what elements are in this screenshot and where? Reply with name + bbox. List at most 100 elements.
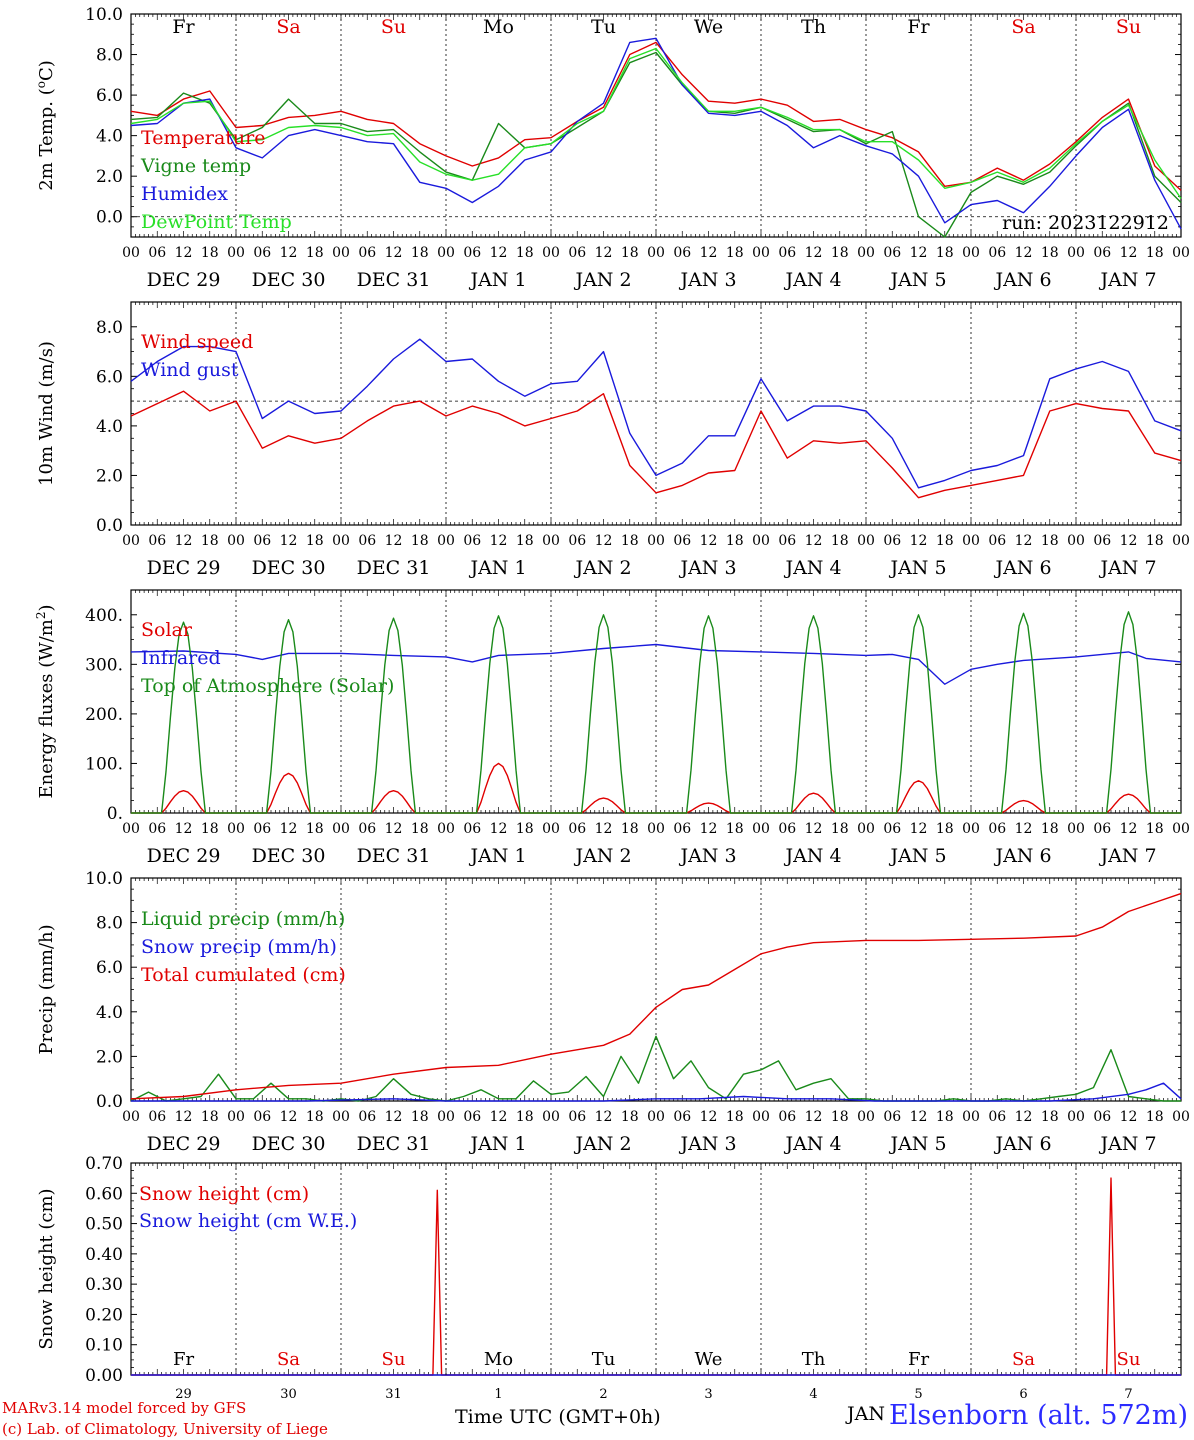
hour-tick-label: 00 — [542, 245, 560, 261]
hour-tick-label: 00 — [1067, 1109, 1085, 1125]
hour-tick-label: 18 — [621, 245, 639, 261]
hour-tick-label: 12 — [595, 1109, 613, 1125]
day-name-label: We — [695, 1349, 723, 1370]
hour-tick-label: 12 — [1120, 533, 1138, 549]
date-label: JAN 4 — [783, 845, 841, 867]
hour-tick-label: 06 — [883, 533, 901, 549]
date-label: JAN 3 — [678, 845, 736, 867]
y-tick-label: 300. — [85, 655, 123, 675]
date-label: JAN 2 — [573, 1133, 631, 1155]
hour-tick-label: 12 — [175, 821, 193, 837]
hour-tick-label: 18 — [411, 1109, 429, 1125]
label-end: ) — [36, 604, 57, 611]
y-tick-label: 0.30 — [85, 1275, 123, 1295]
legend-entry: Humidex — [141, 183, 228, 205]
date-label: DEC 31 — [357, 269, 431, 291]
y-tick-label: 200. — [85, 705, 123, 725]
hour-tick-label: 12 — [280, 533, 298, 549]
panel-1: 0.0 2.0 4.0 6.0 8.0 10.0 2m Temp. (oC) Fr Sa Su Mo… — [34, 5, 1190, 291]
hour-tick-label: 12 — [490, 1109, 508, 1125]
day-name-label: Tu — [591, 16, 616, 38]
date-number-label: 5 — [914, 1387, 922, 1402]
y-tick-label: 4.0 — [96, 127, 123, 147]
hour-tick-label: 06 — [148, 1109, 166, 1125]
date-number-label: 6 — [1019, 1387, 1027, 1402]
date-label: DEC 30 — [252, 557, 326, 579]
day-name-label: Th — [801, 16, 826, 38]
hour-tick-label: 18 — [621, 533, 639, 549]
hour-tick-label: 12 — [910, 533, 928, 549]
series-line-infrared — [130, 643, 1182, 685]
y-tick-label: 0.50 — [85, 1215, 123, 1235]
hour-tick-label: 06 — [148, 533, 166, 549]
hour-tick-label: 06 — [988, 533, 1006, 549]
series-line-top-of-atmosphere-solar- — [131, 611, 1181, 814]
day-name-label: Sa — [1012, 1349, 1035, 1370]
hour-tick-label: 18 — [1041, 533, 1059, 549]
hour-tick-label: 00 — [857, 533, 875, 549]
y-tick-label: 0.40 — [85, 1245, 123, 1265]
hour-tick-label: 12 — [280, 821, 298, 837]
y-tick-label: 2.0 — [96, 167, 123, 187]
hour-tick-label: 12 — [595, 821, 613, 837]
hour-tick-label: 06 — [253, 821, 271, 837]
y-axis-label: Precip (mm/h) — [36, 924, 57, 1054]
hour-tick-label: 12 — [385, 1109, 403, 1125]
hour-tick-label: 18 — [306, 245, 324, 261]
y-axis-label: Snow height (cm) — [36, 1188, 57, 1349]
day-name-label: Mo — [483, 16, 514, 38]
panel-3: 0. 100. 200. 300. 400. Energy fluxes (W/m2) 00… — [34, 589, 1190, 867]
time-axis-label: Time UTC (GMT+0h) — [455, 1406, 661, 1428]
date-label: JAN 6 — [993, 557, 1051, 579]
day-name-label: Su — [1116, 16, 1141, 38]
day-name-label: Sa — [277, 1349, 300, 1370]
date-label: JAN 3 — [678, 557, 736, 579]
hour-tick-label: 18 — [306, 821, 324, 837]
hour-tick-label: 00 — [227, 533, 245, 549]
date-label: DEC 29 — [147, 557, 221, 579]
hour-tick-label: 06 — [1093, 821, 1111, 837]
hour-tick-label: 18 — [516, 533, 534, 549]
y-tick-label: 6.0 — [96, 367, 123, 387]
hour-tick-label: 18 — [1041, 245, 1059, 261]
hour-tick-label: 00 — [122, 1109, 140, 1125]
hour-tick-label: 18 — [1041, 1109, 1059, 1125]
date-number-label: 31 — [385, 1387, 402, 1402]
hour-tick-label: 00 — [542, 533, 560, 549]
hour-tick-label: 12 — [490, 821, 508, 837]
hour-tick-label: 12 — [1015, 821, 1033, 837]
date-label: JAN 5 — [888, 1133, 946, 1155]
date-label: JAN 1 — [468, 845, 526, 867]
hour-tick-label: 18 — [726, 245, 744, 261]
label-end: C) — [36, 60, 57, 81]
hour-tick-label: 12 — [1015, 245, 1033, 261]
hour-tick-label: 00 — [962, 245, 980, 261]
date-label: DEC 30 — [252, 845, 326, 867]
hour-tick-label: 18 — [306, 533, 324, 549]
hour-tick-label: 00 — [857, 245, 875, 261]
date-number-label: 4 — [809, 1387, 817, 1402]
y-tick-label: 6.0 — [96, 86, 123, 106]
y-tick-label: 2.0 — [96, 466, 123, 486]
date-label: JAN 3 — [678, 1133, 736, 1155]
hour-tick-label: 12 — [175, 533, 193, 549]
y-tick-label: 0.10 — [85, 1336, 123, 1356]
hour-tick-label: 18 — [411, 245, 429, 261]
y-tick-label: 0.70 — [85, 1154, 123, 1174]
hour-tick-label: 18 — [621, 821, 639, 837]
hour-tick-label: 06 — [1093, 1109, 1111, 1125]
hour-tick-label: 06 — [463, 1109, 481, 1125]
y-tick-label: 0.00 — [85, 1366, 123, 1386]
hour-tick-label: 18 — [726, 821, 744, 837]
y-tick-label: 4.0 — [96, 1003, 123, 1023]
hour-tick-label: 06 — [883, 821, 901, 837]
hour-tick-label: 00 — [227, 821, 245, 837]
day-name-label: Fr — [172, 16, 195, 38]
hour-tick-label: 12 — [805, 821, 823, 837]
hour-tick-label: 18 — [726, 533, 744, 549]
hour-tick-label: 12 — [490, 533, 508, 549]
series-line-vigne-temp — [130, 51, 1182, 238]
hour-tick-label: 06 — [253, 1109, 271, 1125]
series-line-wind-gust — [130, 338, 1182, 489]
